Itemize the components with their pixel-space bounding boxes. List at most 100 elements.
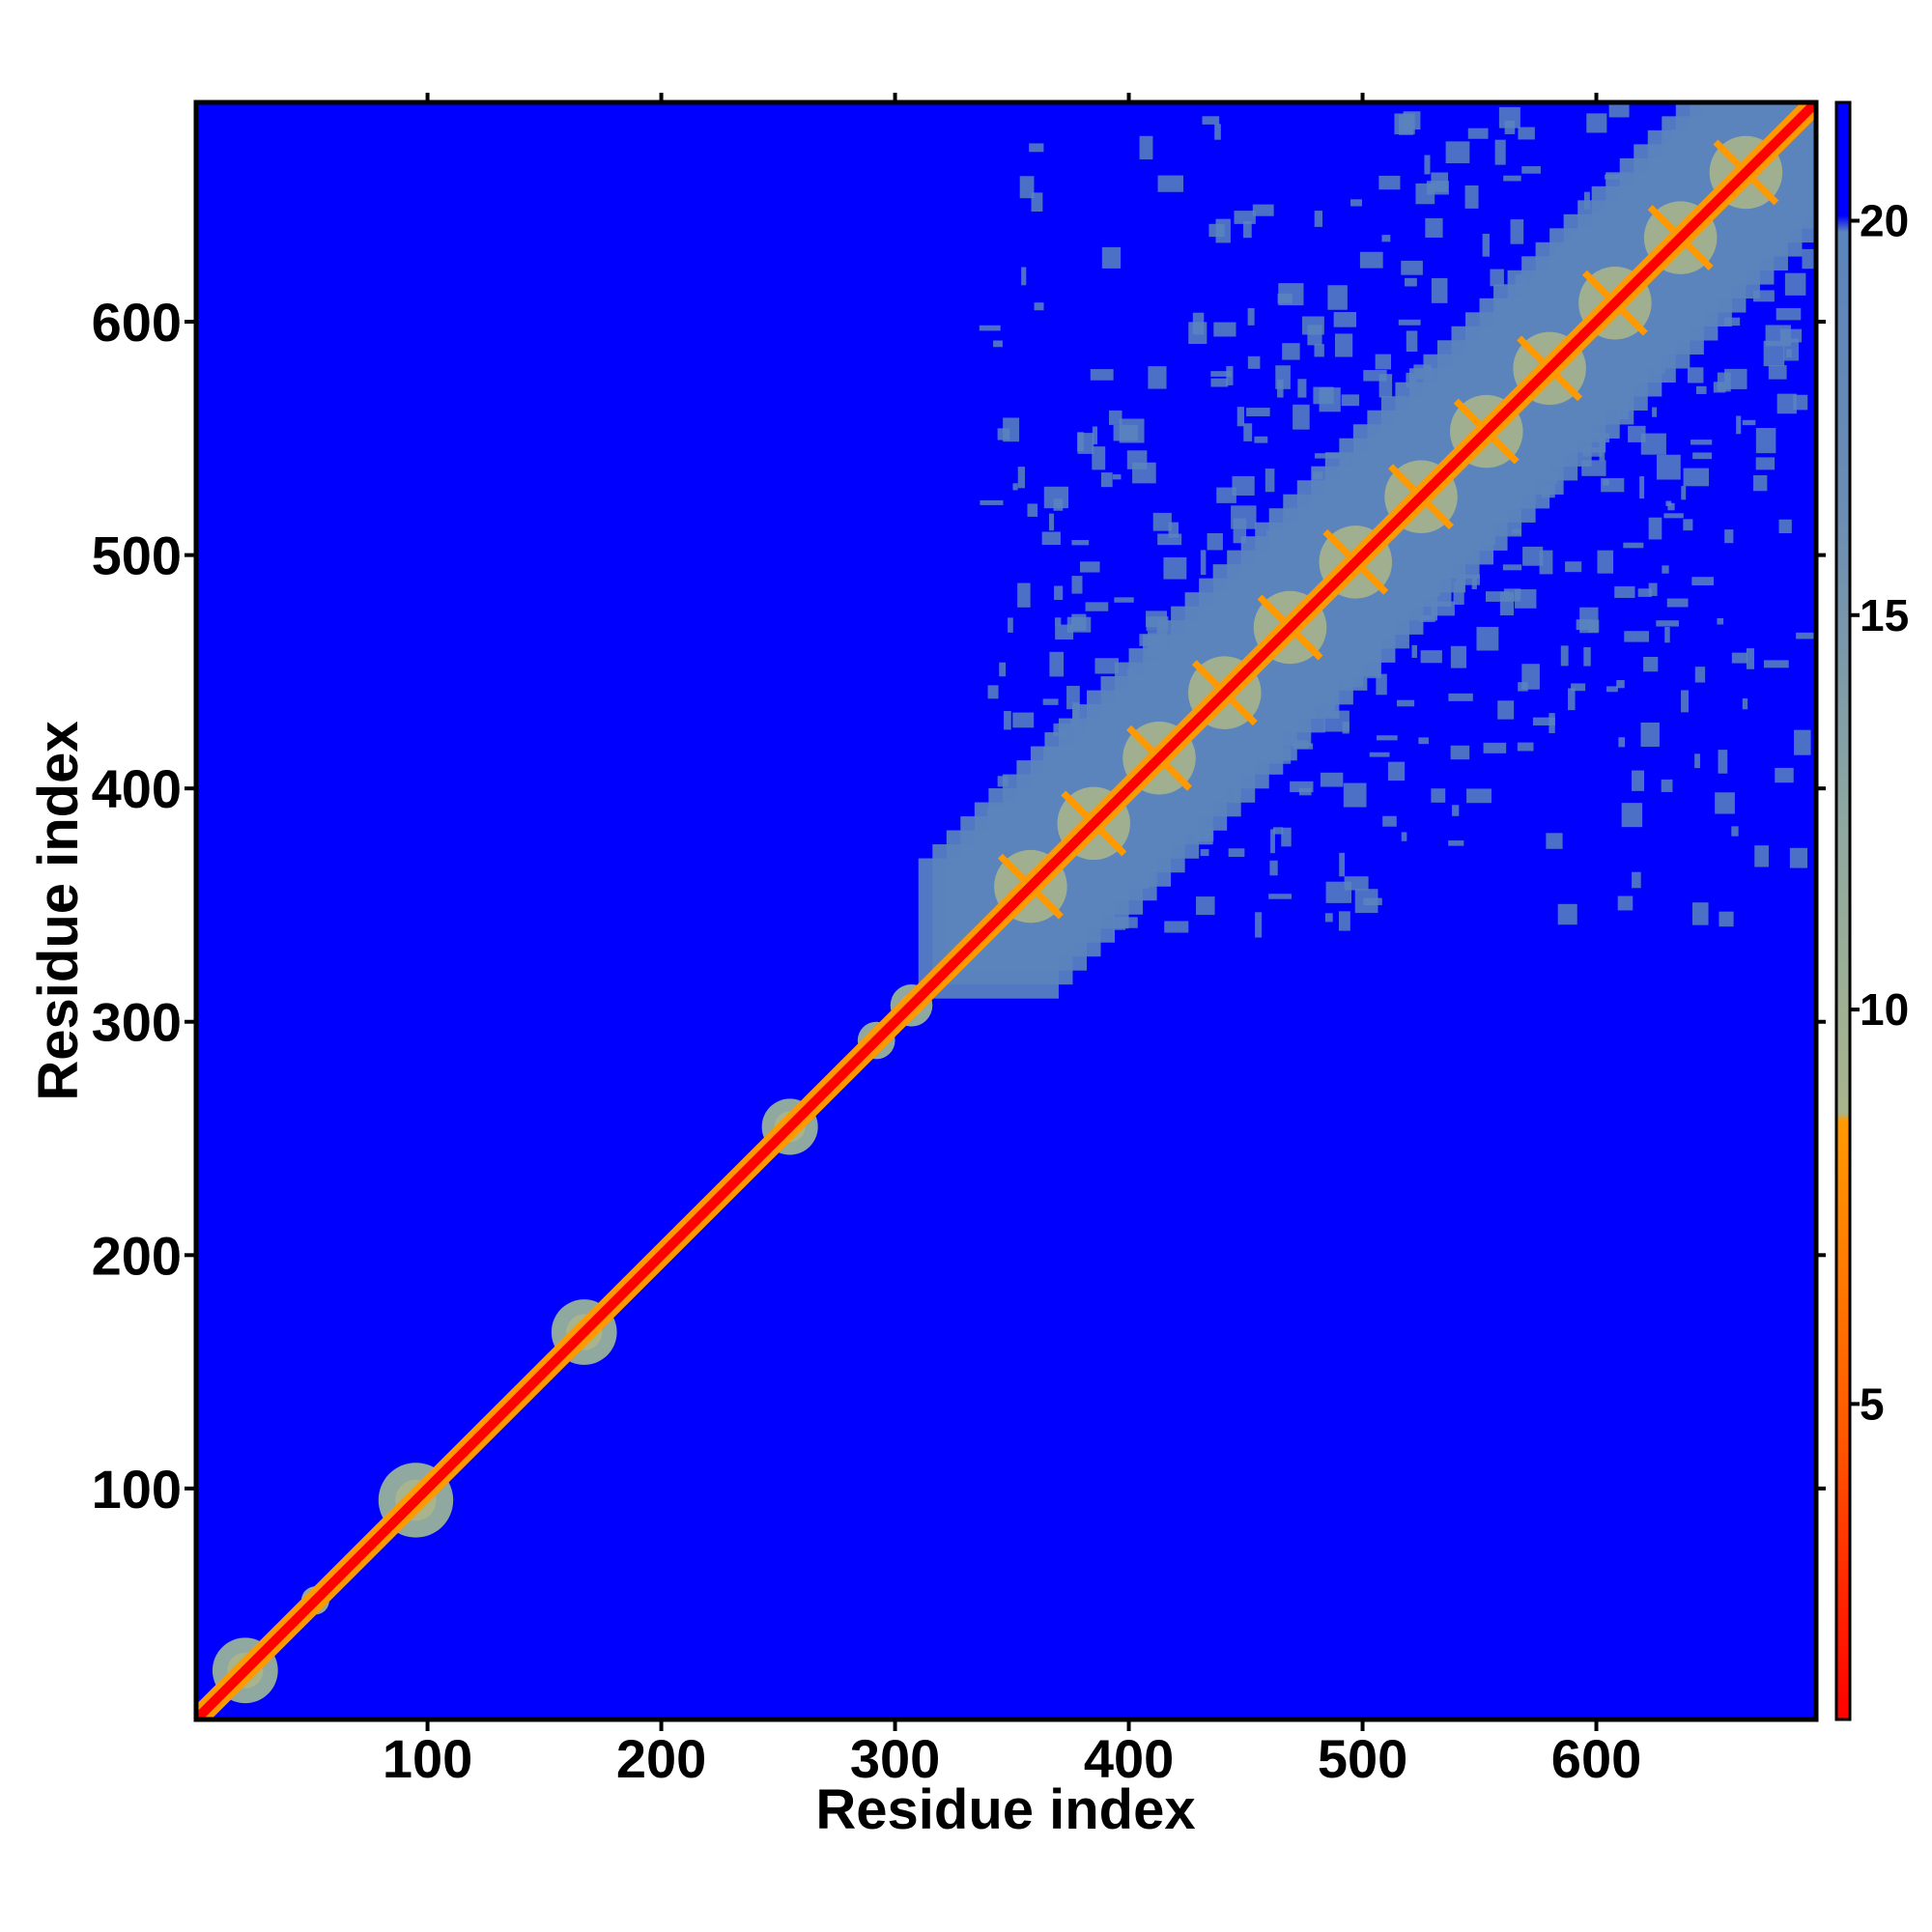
domain-contact-patch [1114, 597, 1134, 603]
y-axis: 100 200 300 400 500 600 [92, 292, 196, 1520]
domain-contact-patch [1656, 620, 1679, 627]
domain-contact-patch [1521, 166, 1541, 174]
domain-contact-patch [1637, 588, 1653, 597]
domain-contact-patch [1522, 546, 1544, 566]
domain-contact-patch [1243, 423, 1253, 441]
domain-contact-patch [1293, 404, 1310, 430]
domain-contact-patch [1350, 199, 1362, 207]
domain-contact-patch [1639, 476, 1645, 499]
domain-contact-patch [1264, 469, 1275, 493]
domain-contact-patch [1327, 285, 1348, 310]
domain-contact-patch [1163, 556, 1187, 580]
domain-contact-patch [1213, 322, 1236, 337]
domain-contact-patch [1486, 591, 1510, 602]
domain-contact-patch [1228, 848, 1245, 858]
domain-contact-patch [1557, 903, 1577, 925]
domain-contact-patch [1763, 660, 1789, 668]
domain-contact-patch [1786, 349, 1792, 358]
domain-contact-patch [1571, 683, 1586, 692]
domain-contact-patch [1247, 355, 1261, 369]
domain-contact-patch [1518, 682, 1528, 692]
domain-contact-patch [1232, 475, 1255, 496]
domain-contact-patch [1753, 290, 1775, 302]
domain-contact-patch [1157, 175, 1184, 192]
domain-contact-patch [1681, 690, 1689, 713]
domain-contact-patch [1661, 779, 1673, 792]
domain-contact-patch [1448, 693, 1473, 701]
domain-contact-patch [1539, 550, 1553, 575]
domain-contact-patch [1101, 246, 1122, 269]
domain-contact-patch [1405, 277, 1417, 287]
domain-contact-patch [1200, 848, 1209, 857]
domain-contact-patch [1403, 111, 1421, 130]
domain-contact-patch [1742, 697, 1748, 710]
domain-contact-patch [1344, 876, 1369, 891]
domain-contact-patch [1152, 512, 1172, 531]
x-tick-label: 600 [1551, 1728, 1641, 1789]
domain-contact-patch [1608, 102, 1630, 118]
domain-contact-patch [1401, 832, 1407, 841]
domain-contact-patch [1092, 446, 1106, 470]
domain-contact-patch [1112, 474, 1122, 480]
domain-contact-patch [1448, 840, 1464, 846]
domain-contact-patch [1483, 742, 1507, 753]
domain-contact-patch [1692, 452, 1713, 460]
domain-contact-patch [1601, 477, 1625, 493]
domain-contact-patch [1119, 418, 1145, 443]
domain-contact-patch [1497, 700, 1515, 720]
domain-contact-patch [1687, 367, 1704, 384]
diagonal-core [196, 102, 1816, 1719]
domain-contact-patch [1216, 487, 1236, 503]
domain-contact-patch [1269, 860, 1278, 876]
domain-contact-patch [1466, 788, 1492, 804]
domain-contact-patch [1664, 627, 1670, 643]
domain-contact-patch [1723, 317, 1741, 327]
domain-contact-patch [1381, 235, 1391, 242]
domain-contact-patch [1793, 394, 1808, 411]
domain-contact-patch [1387, 761, 1406, 781]
domain-contact-patch [1683, 468, 1710, 487]
domain-contact-patch [1053, 498, 1064, 511]
domain-contact-patch [1132, 462, 1156, 484]
domain-contact-patch [980, 499, 1004, 505]
domain-contact-patch [1775, 767, 1794, 783]
domain-contact-patch [1027, 503, 1038, 517]
domain-contact-patch [1662, 565, 1669, 574]
domain-contact-patch [1164, 921, 1189, 933]
domain-contact-patch [1451, 805, 1460, 816]
domain-contact-patch [1071, 539, 1090, 546]
domain-contact-patch [1246, 408, 1270, 416]
domain-contact-patch [1476, 626, 1499, 651]
domain-contact-patch [1090, 369, 1114, 381]
domain-contact-patch [1077, 433, 1094, 454]
domain-contact-patch [1418, 737, 1429, 745]
x-tick-label: 200 [616, 1728, 706, 1789]
domain-contact-patch [1546, 833, 1563, 849]
domain-contact-patch [1605, 686, 1618, 693]
domain-contact-patch [1375, 354, 1392, 370]
domain-contact-patch [1776, 393, 1797, 414]
domain-contact-patch [1341, 394, 1360, 407]
domain-contact-patch [1568, 688, 1576, 711]
domain-contact-patch [1042, 698, 1059, 705]
domain-contact-patch [1207, 532, 1223, 551]
domain-contact-patch [1411, 644, 1418, 659]
domain-contact-patch [1208, 223, 1225, 238]
domain-contact-patch [1401, 260, 1423, 275]
domain-contact-patch [1768, 365, 1787, 380]
domain-contact-patch [1255, 912, 1263, 938]
domain-contact-patch [1406, 330, 1418, 353]
domain-contact-patch [1565, 561, 1582, 573]
domain-contact-patch [1663, 513, 1684, 519]
x-tick-label: 300 [850, 1728, 940, 1789]
domain-contact-patch [1148, 366, 1167, 389]
domain-contact-patch [1214, 124, 1221, 140]
domain-contact-patch [1579, 607, 1599, 634]
domain-contact-patch [1382, 815, 1397, 827]
domain-contact-patch [1272, 827, 1284, 835]
domain-contact-patch [1363, 370, 1387, 382]
domain-contact-patch [1719, 911, 1734, 927]
domain-contact-patch [1640, 722, 1660, 748]
domain-contact-patch [1338, 911, 1350, 931]
domain-contact-patch [1802, 248, 1816, 270]
